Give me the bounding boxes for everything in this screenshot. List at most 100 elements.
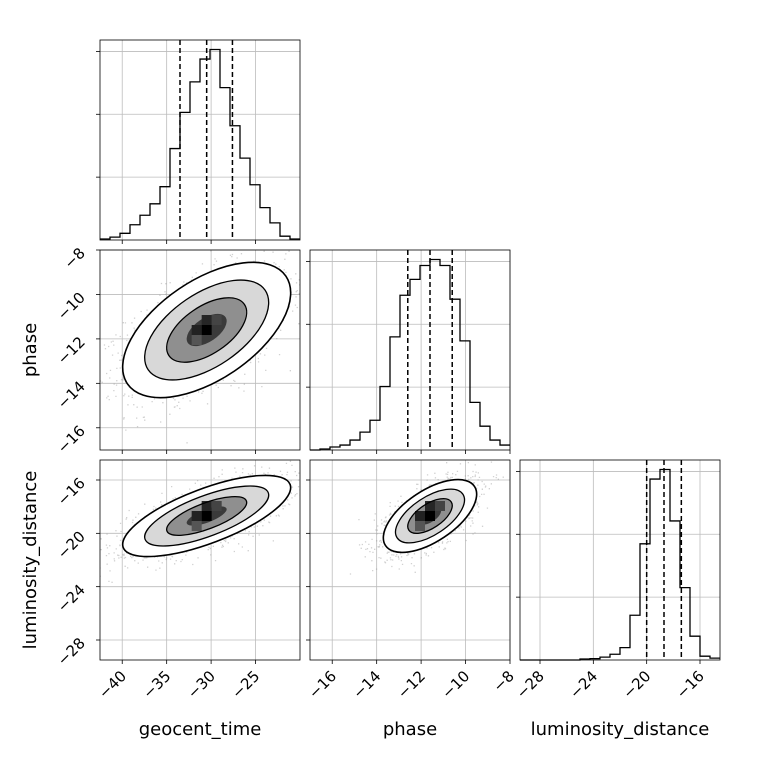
hist-bin [140,215,150,240]
hist-panel-geocent_time [96,39,301,241]
x-axis-label-luminosity_distance: luminosity_distance [531,719,710,740]
contour-inner [166,496,248,536]
y-tick-label: −8 [60,244,88,272]
histogram-phase [310,258,510,451]
density-cell [211,315,222,325]
density-cell [191,325,202,335]
hist-bin [670,521,680,660]
contour-outer [121,261,292,399]
density-cell [201,511,212,521]
density-cell [415,521,425,531]
y-tick-label: −24 [54,581,89,616]
panel-frame [309,249,511,451]
density-cell [435,501,445,511]
hist-bin [490,440,500,450]
contour-inner [166,297,248,363]
hist-bin [280,236,290,240]
y-tick-label: −10 [54,289,89,324]
scatter-panel-geocent_time-phase: −16 −14 −12 −10 −8 [54,244,301,457]
hist-bin [650,479,660,660]
panel-frame [99,39,301,241]
hist-bin [440,265,450,450]
scatter-panel-geocent_time-luminosity_distance: −28 −24 −20 −16 [54,459,301,669]
density-cell [201,315,212,325]
x-tick-label: −25 [228,667,263,702]
hist-bin [380,387,390,450]
x-tick-label: −28 [513,667,548,702]
hist-bin [630,615,640,660]
hist-bin [470,402,480,450]
x-axis-label-geocent_time: geocent_time [139,719,262,740]
y-tick-label: −14 [54,377,89,412]
hist-bin [430,260,440,450]
hist-bin [180,112,190,240]
density-cell [191,335,202,345]
hist-bin [370,420,380,450]
density-cell [201,501,212,511]
density-cell [211,501,222,511]
x-tick-label: −20 [619,667,654,702]
hist-bin [390,337,400,450]
hist-bin [190,82,200,240]
hist-bin [330,447,340,450]
hist-bin [460,341,470,450]
hist-bin [700,656,710,660]
hist-bin [500,445,510,450]
y-tick-label: −28 [54,634,89,669]
x-tick-label: −24 [566,667,601,702]
hist-bin [350,440,360,450]
hist-bin [220,88,230,240]
y-axis-label-phase: phase [20,323,41,377]
panel-frame [309,459,511,661]
hist-bin [210,50,220,240]
hist-bin [480,426,490,450]
hist-bin [410,279,420,450]
density-cell [425,501,435,511]
panel-frame [519,459,721,661]
density-layer [349,461,504,575]
contour-outer [382,478,478,554]
hist-bin [270,223,280,240]
scatter-panel-phase-luminosity_distance [306,459,511,661]
hist-bin [240,158,250,240]
density-cell [415,511,425,521]
x-tick-label: −30 [184,667,219,702]
y-tick-label: −16 [54,422,89,457]
hist-bin [230,126,240,240]
hist-bin [160,187,170,240]
hist-bin [420,265,430,450]
hist-bin [120,233,130,240]
hist-bin [170,149,180,240]
density-cell [191,511,202,521]
contour-inner [407,498,453,534]
hist-bin [600,657,610,660]
contour-outer [121,474,292,558]
hist-bin [150,204,160,240]
hist-bin [610,654,620,660]
hist-bin [260,208,270,240]
hist-bin [640,544,650,660]
contour-mid [144,485,270,547]
y-tick-label: −16 [54,474,89,509]
x-tick-label: −40 [95,667,130,702]
x-tick-label: −14 [349,667,384,702]
x-tick-label: −35 [139,667,174,702]
density-cell [191,521,202,531]
y-axis-label-luminosity_distance: luminosity_distance [20,471,41,650]
density-layer [100,250,300,444]
hist-bin [340,445,350,450]
contour-mid [144,279,270,381]
x-tick-label: −16 [673,667,708,702]
contour-mid [394,488,466,544]
panel-frame [99,249,301,451]
x-axis-label-phase: phase [383,719,437,740]
density-cell [425,511,435,521]
hist-panel-luminosity_distance [516,459,721,661]
hist-bin [110,237,120,240]
hist-bin [360,432,370,450]
panel-frame [99,459,301,661]
hist-panel-phase [306,249,511,451]
hist-bin [130,225,140,240]
hist-bin [250,185,260,240]
